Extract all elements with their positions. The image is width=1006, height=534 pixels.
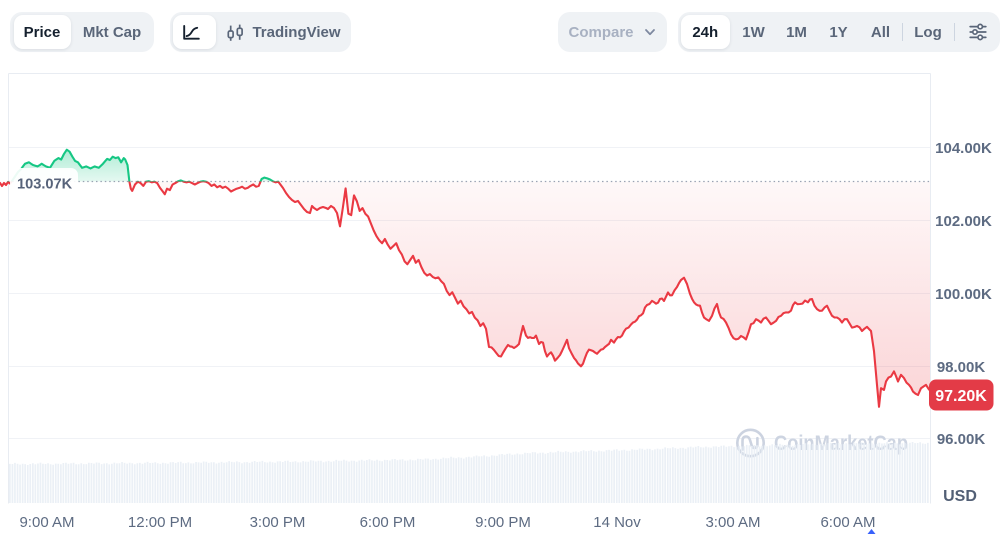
svg-text:14 Nov: 14 Nov (593, 514, 641, 531)
svg-text:6:00 PM: 6:00 PM (360, 514, 416, 531)
svg-text:100.00K: 100.00K (935, 286, 992, 303)
svg-text:9:00 AM: 9:00 AM (19, 514, 74, 531)
svg-text:97.20K: 97.20K (935, 388, 987, 405)
svg-text:102.00K: 102.00K (935, 213, 992, 230)
svg-text:98.00K: 98.00K (937, 359, 986, 376)
svg-text:9:00 PM: 9:00 PM (475, 514, 531, 531)
svg-text:103.07K: 103.07K (17, 177, 73, 193)
svg-text:12:00 PM: 12:00 PM (128, 514, 192, 531)
svg-text:96.00K: 96.00K (937, 431, 986, 448)
svg-text:3:00 AM: 3:00 AM (705, 514, 760, 531)
svg-text:6:00 AM: 6:00 AM (820, 514, 875, 531)
svg-text:3:00 PM: 3:00 PM (250, 514, 306, 531)
svg-text:104.00K: 104.00K (935, 140, 992, 157)
svg-text:USD: USD (943, 488, 977, 505)
